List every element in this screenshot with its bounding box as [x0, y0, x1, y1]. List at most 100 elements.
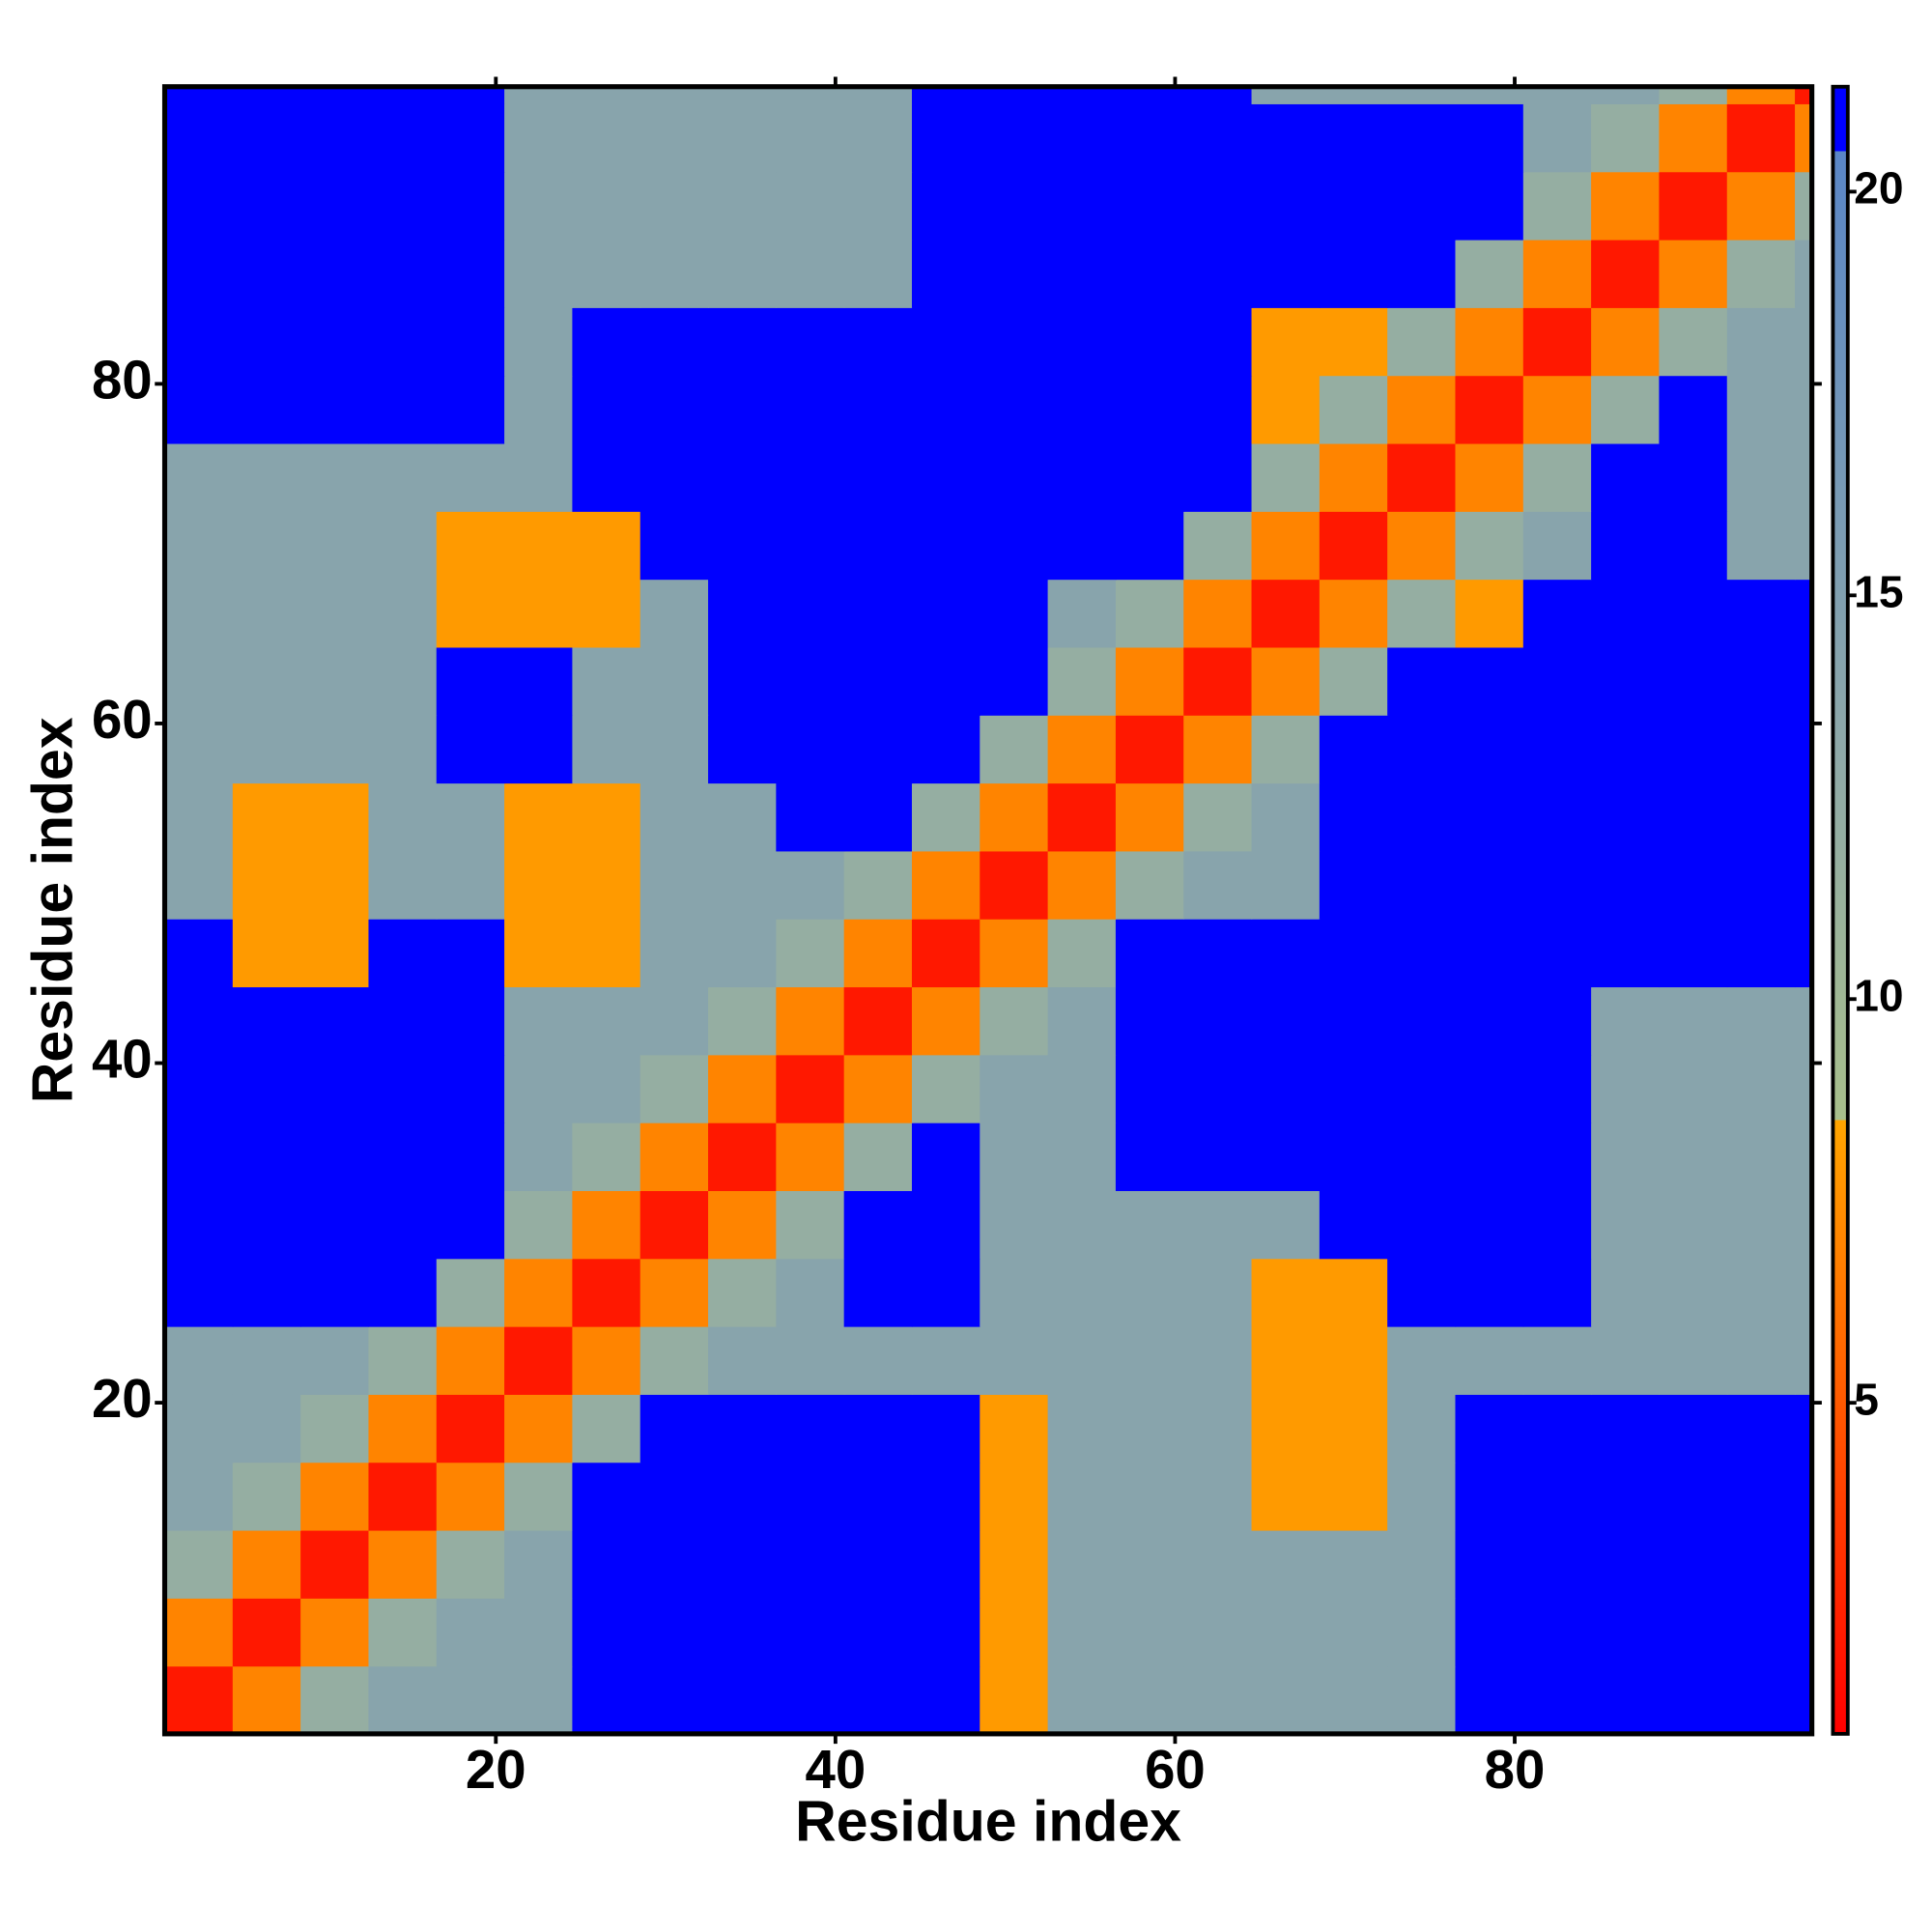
- heatmap-cell: [1795, 1190, 1813, 1260]
- heatmap-cell: [436, 715, 505, 784]
- heatmap-cell: [1387, 307, 1457, 377]
- heatmap-cell: [980, 579, 1049, 648]
- heatmap-cell: [1659, 307, 1728, 377]
- heatmap-cell: [1522, 919, 1592, 988]
- heatmap-cell: [368, 239, 438, 308]
- heatmap-cell: [300, 579, 370, 648]
- heatmap-cell: [164, 782, 234, 852]
- colorbar-tick-label: 20: [1854, 163, 1903, 213]
- heatmap-cell: [232, 239, 301, 308]
- heatmap-cell: [1319, 919, 1388, 988]
- heatmap-cell: [572, 171, 641, 241]
- heatmap-cell: [232, 171, 301, 241]
- heatmap-cell: [1795, 1054, 1813, 1123]
- heatmap-cell: [1251, 919, 1321, 988]
- heatmap-cell: [436, 103, 505, 173]
- heatmap-cell: [1183, 1190, 1253, 1260]
- heatmap-cell: [504, 1122, 574, 1191]
- heatmap-cell: [1047, 646, 1117, 716]
- heatmap-cell: [1183, 1054, 1253, 1123]
- heatmap-cell: [1387, 782, 1457, 852]
- heatmap-cell: [164, 1462, 234, 1531]
- heatmap-cell: [232, 1122, 301, 1191]
- heatmap-cell: [1795, 1122, 1813, 1191]
- heatmap-cell: [1183, 850, 1253, 920]
- heatmap-cell: [980, 511, 1049, 581]
- heatmap-cell: [1591, 1529, 1661, 1599]
- heatmap-cell: [436, 579, 505, 648]
- heatmap-cell: [1319, 1598, 1388, 1667]
- heatmap-cell: [1591, 1258, 1661, 1327]
- heatmap-cell: [1047, 1529, 1117, 1599]
- heatmap-cell: [639, 375, 709, 444]
- heatmap-cell: [639, 1258, 709, 1327]
- heatmap-cell: [1795, 171, 1813, 241]
- heatmap-cell: [708, 1054, 777, 1123]
- heatmap-cell: [164, 1598, 234, 1667]
- heatmap-cell: [1591, 1462, 1661, 1531]
- heatmap-cell: [843, 307, 913, 377]
- heatmap-cell: [1319, 307, 1388, 377]
- heatmap-cell: [1319, 1054, 1388, 1123]
- heatmap-cell: [1115, 1598, 1184, 1667]
- heatmap-cell: [1115, 1529, 1184, 1599]
- heatmap-cell: [843, 646, 913, 716]
- heatmap-cell: [1455, 1122, 1524, 1191]
- heatmap-cell: [1659, 850, 1728, 920]
- heatmap-cell: [639, 1394, 709, 1463]
- heatmap-cell: [708, 579, 777, 648]
- heatmap-cell: [843, 511, 913, 581]
- heatmap-cell: [843, 239, 913, 308]
- heatmap-cell: [843, 579, 913, 648]
- heatmap-cell: [1726, 86, 1796, 104]
- heatmap-cell: [1183, 86, 1253, 104]
- heatmap-cell: [504, 442, 574, 512]
- heatmap-cell: [436, 850, 505, 920]
- heatmap-cell: [164, 239, 234, 308]
- heatmap-cell: [504, 1529, 574, 1599]
- heatmap-cell: [1591, 850, 1661, 920]
- heatmap-cell: [1591, 511, 1661, 581]
- heatmap-cell: [1047, 1665, 1117, 1735]
- heatmap-cell: [1115, 715, 1184, 784]
- heatmap-cell: [1251, 442, 1321, 512]
- heatmap-cell: [1183, 1598, 1253, 1667]
- heatmap-cell: [1319, 171, 1388, 241]
- heatmap-cell: [1726, 1665, 1796, 1735]
- heatmap-cell: [1251, 171, 1321, 241]
- heatmap-cell: [572, 1122, 641, 1191]
- heatmap-cell: [1591, 1598, 1661, 1667]
- heatmap-cell: [368, 307, 438, 377]
- heatmap-cell: [639, 850, 709, 920]
- heatmap-cell: [504, 1325, 574, 1395]
- heatmap-cell: [1251, 86, 1321, 104]
- heatmap-cell: [572, 850, 641, 920]
- heatmap-cell: [300, 511, 370, 581]
- heatmap-cell: [639, 1122, 709, 1191]
- heatmap-cell: [1455, 646, 1524, 716]
- heatmap-cell: [911, 1258, 980, 1327]
- heatmap-cell: [572, 1529, 641, 1599]
- heatmap-cell: [1047, 171, 1117, 241]
- heatmap-cell: [1183, 1529, 1253, 1599]
- heatmap-cell: [1455, 715, 1524, 784]
- heatmap-cell: [708, 715, 777, 784]
- heatmap-cell: [368, 1598, 438, 1667]
- heatmap-cell: [1726, 646, 1796, 716]
- heatmap-cell: [1047, 919, 1117, 988]
- heatmap-cell: [1726, 1122, 1796, 1191]
- heatmap-cell: [572, 1665, 641, 1735]
- heatmap-cell: [1726, 1529, 1796, 1599]
- heatmap-cell: [1659, 1122, 1728, 1191]
- heatmap-cell: [776, 1598, 845, 1667]
- heatmap-cell: [300, 1190, 370, 1260]
- heatmap-cell: [708, 103, 777, 173]
- heatmap-cell: [1795, 239, 1813, 308]
- heatmap-cell: [1795, 511, 1813, 581]
- heatmap-cell: [1659, 1462, 1728, 1531]
- heatmap-cell: [1726, 715, 1796, 784]
- heatmap-cell: [1047, 1598, 1117, 1667]
- heatmap-cell: [504, 919, 574, 988]
- heatmap-cell: [436, 1665, 505, 1735]
- heatmap-cell: [164, 986, 234, 1056]
